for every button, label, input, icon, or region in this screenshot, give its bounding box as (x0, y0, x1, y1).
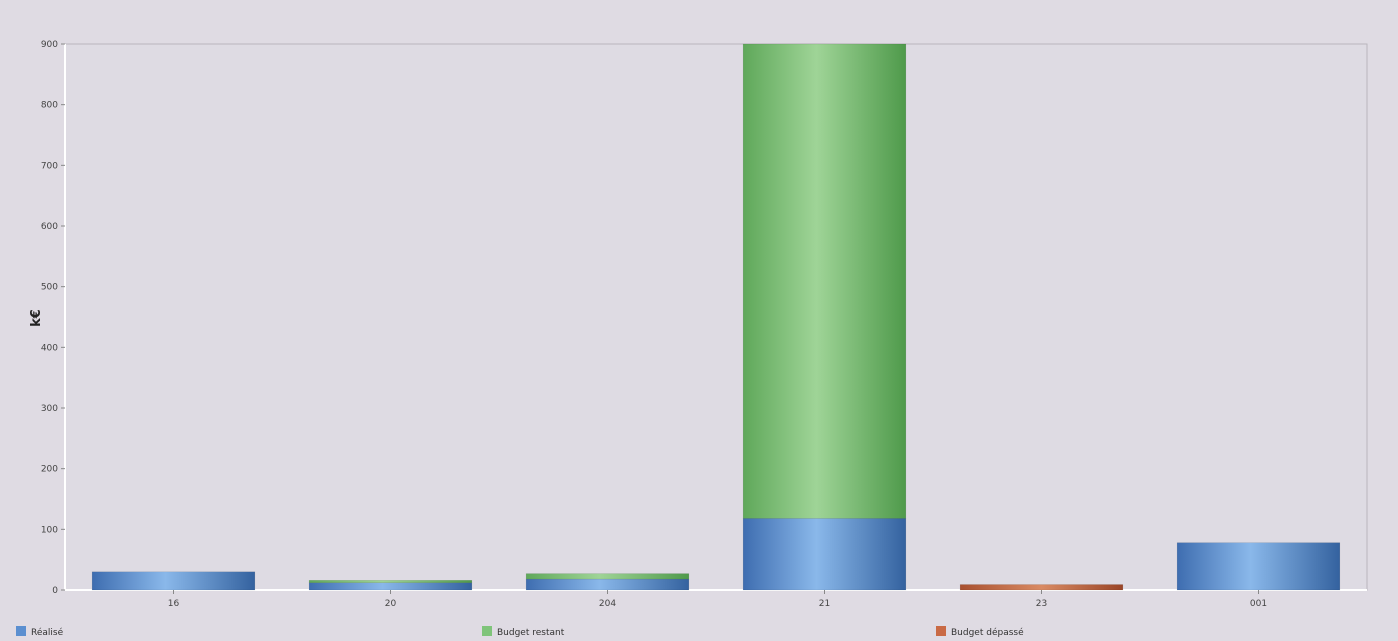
plot-area (64, 43, 1368, 591)
x-tick-label: 001 (1250, 599, 1267, 609)
bar-20-budget-restant (308, 580, 473, 583)
y-tick-label: 0 (52, 586, 58, 596)
bar-204-budget-restant (525, 573, 690, 580)
bar-204-r-alis- (525, 578, 690, 591)
legend-swatch (482, 626, 492, 636)
x-tick-label: 20 (385, 599, 397, 609)
y-axis-label: k€ (29, 309, 44, 327)
bar-21-r-alis- (742, 518, 907, 591)
x-tick-label: 204 (599, 599, 616, 609)
x-tick-label: 23 (1036, 599, 1047, 609)
y-tick-label: 800 (41, 101, 58, 111)
x-tick-label: 16 (168, 599, 180, 609)
y-tick-label: 600 (41, 222, 58, 232)
y-tick-label: 100 (41, 525, 58, 535)
y-tick-label: 500 (41, 283, 58, 293)
legend-label: Budget dépassé (951, 627, 1024, 638)
legend-swatch (16, 626, 26, 636)
y-tick-label: 700 (41, 161, 58, 171)
bar-16-r-alis- (91, 571, 256, 591)
y-tick-label: 300 (41, 404, 58, 414)
legend-label: Réalisé (31, 627, 64, 638)
bar-001-r-alis- (1176, 542, 1341, 591)
legend-label: Budget restant (497, 628, 565, 638)
legend-swatch (936, 626, 946, 636)
y-tick-label: 200 (41, 465, 58, 475)
bar-23-budget-d-pass- (959, 584, 1124, 591)
y-tick-label: 900 (41, 40, 58, 50)
bar-20-r-alis- (308, 582, 473, 591)
bar-21-budget-restant (742, 43, 907, 519)
x-tick-label: 21 (819, 599, 830, 609)
y-tick-label: 400 (41, 343, 58, 353)
